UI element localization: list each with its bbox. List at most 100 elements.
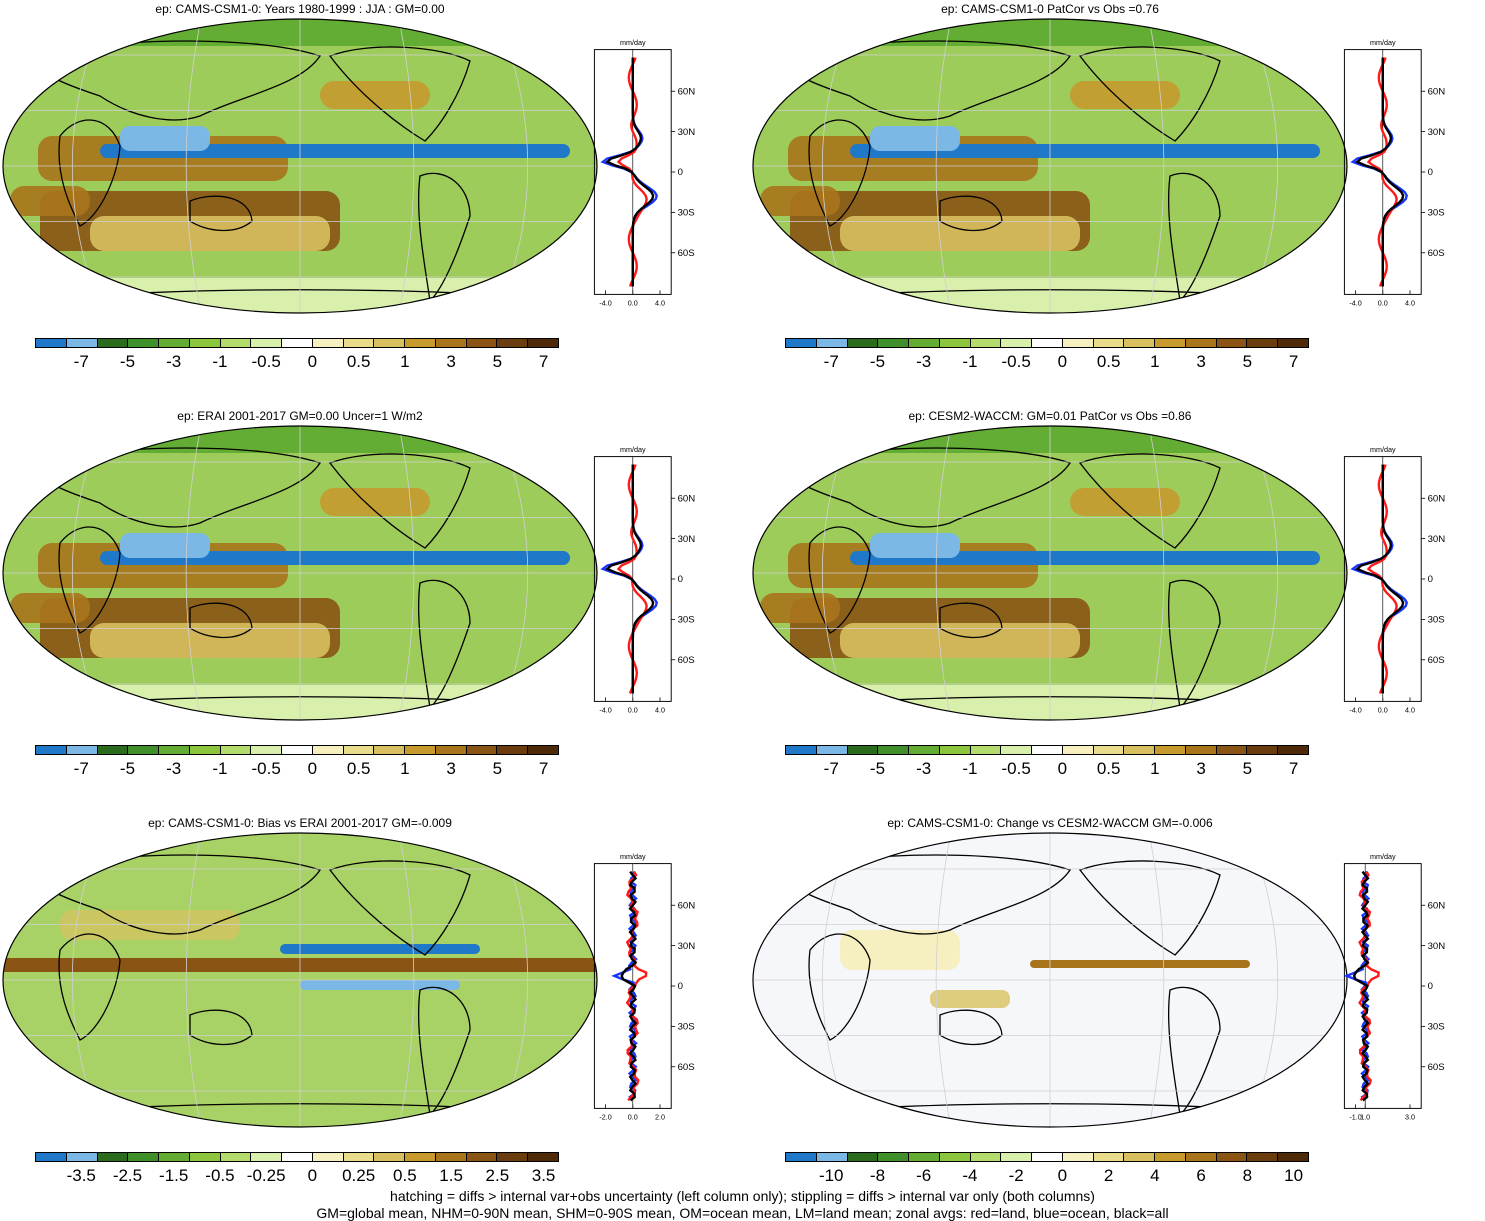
all-profile-line [1355, 57, 1405, 287]
colorbar-swatch [435, 339, 467, 347]
colorbar-labels: -10 -8 -6 -4 -2 0 2 4 6 8 10 [785, 1166, 1309, 1190]
lat-tick-label: 30S [1428, 1022, 1445, 1033]
colorbar [785, 1152, 1309, 1162]
zonal-x-tick-label: 4.0 [1405, 706, 1415, 715]
colorbar-swatch [1155, 339, 1186, 347]
lat-tick-label: 60N [678, 86, 696, 97]
colorbar-swatch [220, 1153, 252, 1161]
colorbar-swatch [939, 746, 971, 754]
colorbar-tick-label: -0.5 [251, 352, 281, 371]
colorbar [35, 338, 559, 348]
colorbar-labels: -3.5 -2.5 -1.5 -0.5 -0.25 0 0.25 0.5 1.5 2.5 3.5 [35, 1166, 559, 1190]
colorbar-swatch [405, 1153, 436, 1161]
lat-tick-label: 60S [1428, 248, 1445, 259]
colorbar-swatch [343, 339, 375, 347]
colorbar-tick-label: 0.5 [393, 1166, 417, 1185]
panel-title: ep: CAMS-CSM1-0 PatCor vs Obs =0.76 [941, 2, 1159, 16]
lat-tick-label: 60N [1428, 493, 1446, 504]
colorbar-tick-label: -0.5 [1001, 759, 1031, 778]
robinson-map [2, 832, 598, 1128]
lat-tick-label: 0 [678, 981, 683, 992]
colorbar-swatch [66, 746, 98, 754]
colorbar-swatch [1216, 1153, 1248, 1161]
colorbar-swatch [312, 746, 344, 754]
colorbar-swatch [909, 339, 940, 347]
zonal-x-tick-label: -4.0 [1349, 706, 1361, 715]
colorbar-tick-label: -1 [962, 352, 978, 371]
zonal-average-plot: mm/day 60N 30N 0 30S 60S -2.0 0.0 2.0 [593, 852, 695, 1122]
colorbar-swatch [1124, 339, 1156, 347]
colorbar-swatch [909, 746, 940, 754]
zonal-units-label: mm/day [1370, 852, 1396, 861]
all-profile-line [605, 464, 655, 694]
colorbar-tick-label: 1 [400, 352, 410, 371]
colorbar-tick-label: -1 [212, 352, 228, 371]
colorbar-tick-label: 0.25 [342, 1166, 376, 1185]
colorbar [785, 338, 1309, 348]
colorbar-swatch [1278, 1153, 1309, 1161]
colorbar-tick-label: 5 [492, 352, 503, 371]
zonal-units-label: mm/day [1370, 38, 1396, 47]
colorbar-swatch [251, 746, 283, 754]
lat-tick-label: 0 [1428, 574, 1433, 585]
panel-title: ep: CAMS-CSM1-0: Years 1980-1999 : JJA :… [155, 2, 445, 16]
lat-tick-label: 30N [1428, 941, 1446, 952]
colorbar-labels: -7 -5 -3 -1 -0.5 0 0.5 1 3 5 7 [785, 759, 1309, 783]
colorbar-swatch [816, 746, 848, 754]
colorbar-tick-label: -6 [916, 1166, 932, 1185]
zonal-x-tick-label: 4.0 [655, 299, 665, 308]
zonal-x-tick-label: -4.0 [599, 299, 611, 308]
lat-tick-label: 0 [678, 574, 683, 585]
colorbar-swatch [1278, 339, 1309, 347]
colorbar-tick-label: 7 [538, 352, 549, 371]
lat-tick-label: 30S [678, 208, 695, 219]
footer-note-hatching: hatching = diffs > internal var+obs unce… [390, 1188, 1095, 1204]
zonal-average-plot: mm/day 60N 30N 0 30S 60S -4.0 0.0 4.0 [1343, 38, 1446, 308]
colorbar-swatch [343, 1153, 375, 1161]
colorbar-tick-label: 1 [1150, 759, 1160, 778]
zonal-x-tick-label: 2.0 [655, 1113, 665, 1122]
colorbar-swatch [1032, 746, 1063, 754]
all-profile-line [1355, 464, 1405, 694]
lat-tick-label: 30S [678, 1022, 695, 1033]
colorbar-tick-label: 10 [1284, 1166, 1304, 1185]
zonal-x-tick-label: 1.0 [1360, 1113, 1370, 1122]
lat-tick-label: 30S [1428, 208, 1445, 219]
colorbar-tick-label: 4 [1150, 1166, 1160, 1185]
colorbar-tick-label: -10 [818, 1166, 844, 1185]
colorbar-swatch [189, 1153, 221, 1161]
panel-title: ep: CESM2-WACCM: GM=0.01 PatCor vs Obs =… [908, 409, 1192, 423]
colorbar-swatch [97, 746, 129, 754]
colorbar-swatch [1124, 1153, 1156, 1161]
colorbar-swatch [878, 339, 910, 347]
colorbar-swatch [1001, 339, 1033, 347]
colorbar-tick-label: 7 [1288, 759, 1299, 778]
robinson-map [752, 18, 1348, 314]
colorbar-tick-label: 0 [1057, 1166, 1068, 1185]
colorbar-tick-label: 3 [1196, 352, 1206, 371]
colorbar-labels: -7 -5 -3 -1 -0.5 0 0.5 1 3 5 7 [35, 759, 559, 783]
lat-tick-label: 60N [1428, 86, 1446, 97]
zonal-x-tick-label: -2.0 [599, 1113, 611, 1122]
colorbar-tick-label: -0.25 [246, 1166, 286, 1185]
colorbar-tick-label: -5 [869, 352, 886, 371]
footer-note-legend: GM=global mean, NHM=0-90N mean, SHM=0-90… [316, 1205, 1169, 1221]
colorbar-swatch [1155, 1153, 1186, 1161]
all-profile-line [1352, 870, 1370, 1102]
zonal-x-tick-label: 4.0 [655, 706, 665, 715]
colorbar-swatch [786, 1153, 817, 1161]
colorbar-swatch [970, 1153, 1002, 1161]
colorbar-swatch [1185, 746, 1217, 754]
colorbar-tick-label: -3 [166, 352, 182, 371]
colorbar-swatch [466, 1153, 498, 1161]
zonal-units-label: mm/day [620, 38, 646, 47]
colorbar-swatch [66, 1153, 98, 1161]
colorbar-tick-label: -1 [212, 759, 228, 778]
colorbar-swatch [970, 746, 1002, 754]
colorbar-swatch [497, 1153, 529, 1161]
colorbar-tick-label: -5 [119, 759, 136, 778]
zonal-average-plot: mm/day 60N 30N 0 30S 60S -4.0 0.0 4.0 [1343, 445, 1446, 715]
colorbar-swatch [528, 746, 559, 754]
colorbar-swatch [847, 339, 879, 347]
colorbar-tick-label: -7 [73, 352, 89, 371]
